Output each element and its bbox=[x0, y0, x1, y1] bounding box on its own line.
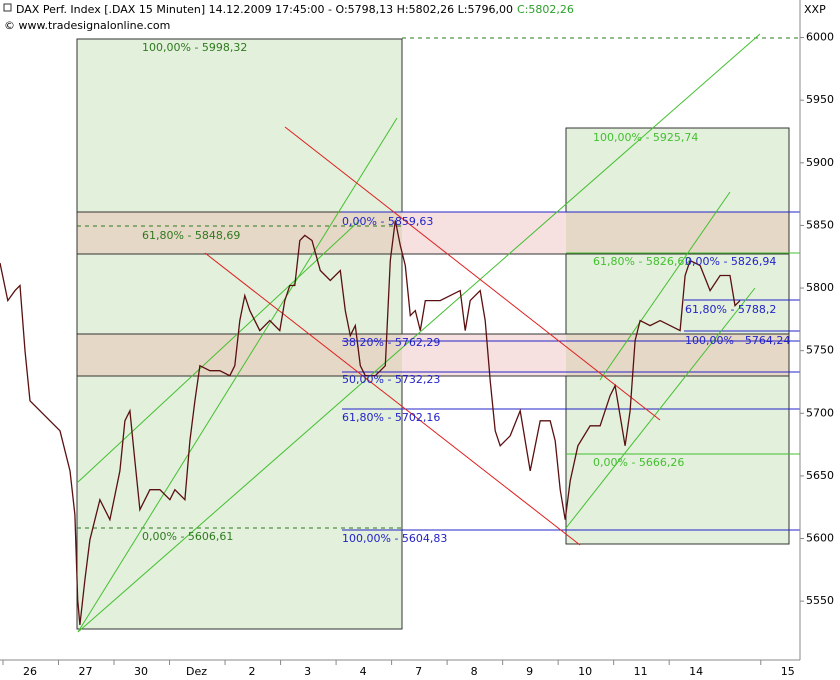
annotation: 61,80% - 5848,69 bbox=[142, 229, 240, 242]
zone bbox=[77, 212, 402, 254]
annotation: 0,00% - 5859,63 bbox=[342, 215, 433, 228]
x-tick-label: 2 bbox=[249, 665, 256, 678]
x-tick-label: 15 bbox=[781, 665, 795, 678]
x-tick-label: 30 bbox=[134, 665, 148, 678]
trend-line bbox=[565, 287, 756, 529]
trend-line bbox=[204, 252, 581, 546]
zone-border bbox=[76, 333, 790, 377]
y-tick-label: 5850 bbox=[806, 218, 834, 231]
annotation: 100,00% - 5925,74 bbox=[593, 131, 698, 144]
icon bbox=[3, 3, 12, 12]
x-tick-label: 9 bbox=[526, 665, 533, 678]
y-tick-label: 5900 bbox=[806, 156, 834, 169]
y-tick-label: 5800 bbox=[806, 281, 834, 294]
x-tick-label: 3 bbox=[304, 665, 311, 678]
subtitle: © www.tradesignalonline.com bbox=[4, 19, 170, 32]
trend-line bbox=[599, 191, 731, 381]
zone bbox=[566, 212, 789, 254]
annotation: 0,00% - 5826,94 bbox=[685, 255, 776, 268]
chart-title: DAX Perf. Index [.DAX 15 Minuten] 14.12.… bbox=[16, 3, 513, 16]
y-tick-label: 5750 bbox=[806, 344, 834, 357]
x-tick-label: 4 bbox=[360, 665, 367, 678]
x-tick-label: Dez bbox=[186, 665, 207, 678]
trend-line bbox=[77, 219, 361, 483]
annotation: 100,00% - 5764,24 bbox=[685, 334, 790, 347]
y-tick-label: 6000 bbox=[806, 31, 834, 44]
y-tick-label: 5650 bbox=[806, 469, 834, 482]
close-label: C:5802,26 bbox=[517, 3, 574, 16]
x-tick-label: 14 bbox=[689, 665, 703, 678]
corner-label: XXP bbox=[804, 3, 826, 16]
trend-line bbox=[77, 33, 761, 633]
zone bbox=[402, 212, 566, 254]
annotation: 0,00% - 5666,26 bbox=[593, 456, 684, 469]
x-tick-label: 27 bbox=[78, 665, 92, 678]
annotation: 100,00% - 5998,32 bbox=[142, 41, 247, 54]
annotation: 38,20% - 5762,29 bbox=[342, 336, 440, 349]
annotation: 61,80% - 5826,62 bbox=[593, 255, 691, 268]
annotation: 100,00% - 5604,83 bbox=[342, 532, 447, 545]
annotation: 61,80% - 5788,2 bbox=[685, 303, 776, 316]
trend-line bbox=[284, 126, 661, 421]
y-tick-label: 5700 bbox=[806, 406, 834, 419]
annotation: 61,80% - 5702,16 bbox=[342, 411, 440, 424]
x-tick-label: 7 bbox=[415, 665, 422, 678]
x-tick-label: 26 bbox=[23, 665, 37, 678]
x-tick-label: 8 bbox=[471, 665, 478, 678]
y-tick-label: 5550 bbox=[806, 594, 834, 607]
plot bbox=[0, 220, 741, 625]
annotation: 0,00% - 5606,61 bbox=[142, 530, 233, 543]
x-tick-label: 10 bbox=[578, 665, 592, 678]
x-tick-label: 11 bbox=[634, 665, 648, 678]
annotation: 50,00% - 5732,23 bbox=[342, 373, 440, 386]
price-line bbox=[0, 220, 741, 625]
y-tick-label: 5600 bbox=[806, 532, 834, 545]
trend-line bbox=[77, 117, 398, 633]
drawing-tools bbox=[76, 33, 800, 633]
y-tick-label: 5950 bbox=[806, 93, 834, 106]
